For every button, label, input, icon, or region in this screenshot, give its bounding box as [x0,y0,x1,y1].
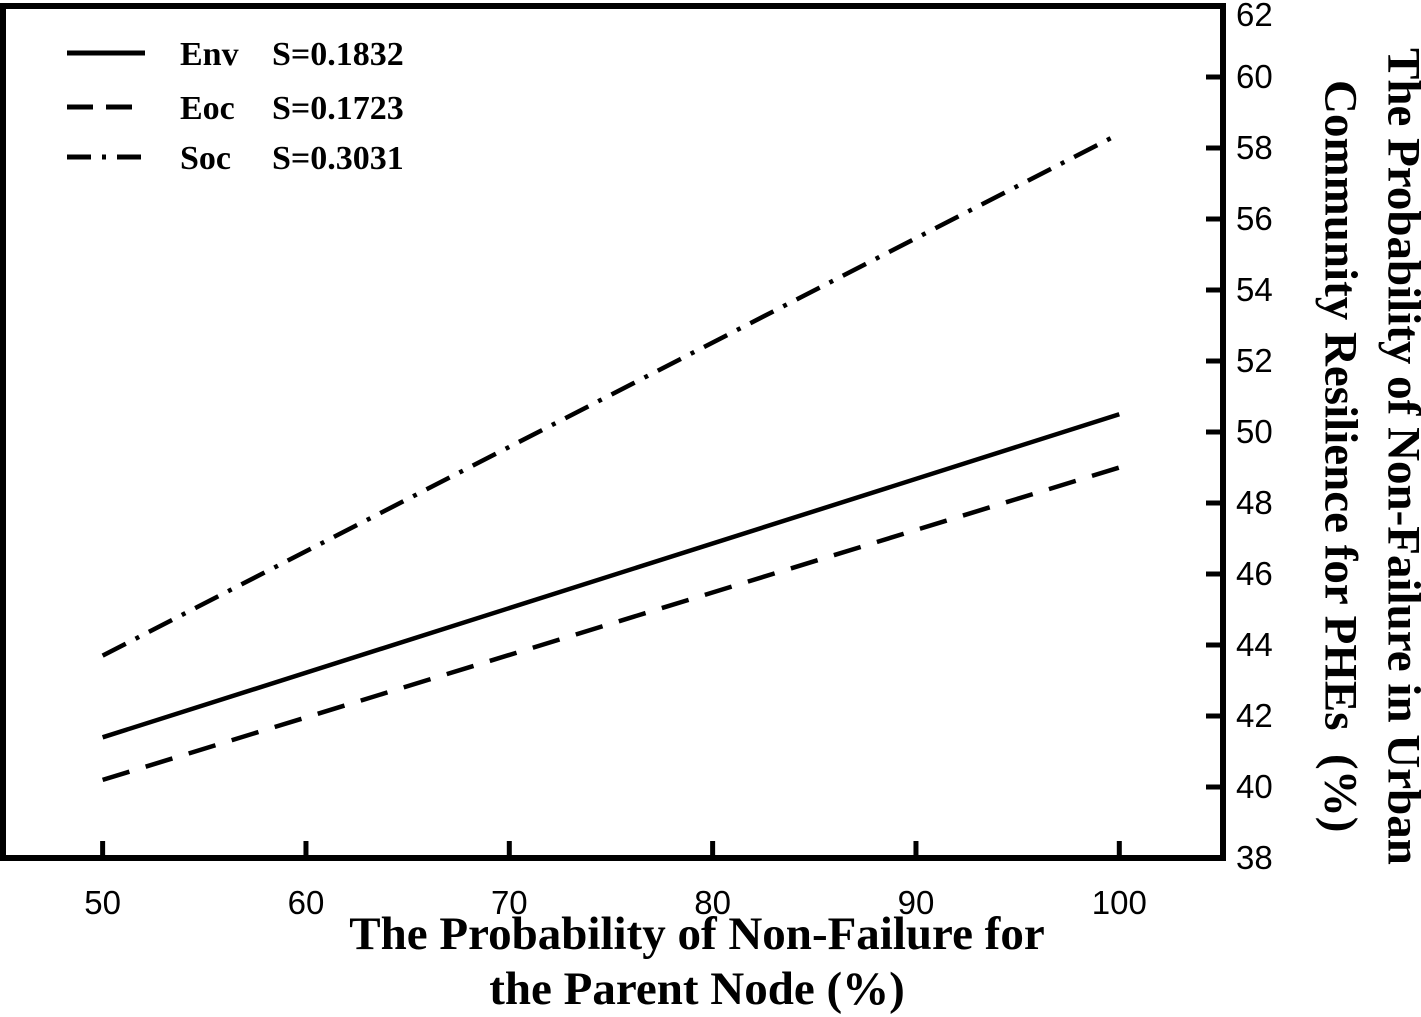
x-tick-label: 90 [898,884,935,921]
y-tick-label: 38 [1236,839,1273,876]
y-tick-label: 44 [1236,626,1273,663]
series-line-env [101,412,1120,740]
x-tick-label: 100 [1092,884,1147,921]
legend-label-soc: Soc [180,140,231,177]
y-tick-label: 48 [1236,484,1273,521]
y-tick-label: 56 [1236,200,1273,237]
legend-s-value-eoc: S=0.1723 [272,90,404,127]
y-axis-title-line2: Community Resilience for PHEs (%) [1314,79,1367,833]
legend-s-value-soc: S=0.3031 [272,140,404,177]
y-tick-label: 60 [1236,58,1273,95]
y-tick-label: 54 [1236,271,1273,308]
y-tick-label: 46 [1236,555,1273,592]
series-line-soc [101,131,1121,658]
y-tick-label: 52 [1236,342,1273,379]
x-tick-label: 70 [491,884,528,921]
series-line-eoc [101,465,1120,783]
x-tick-label: 50 [84,884,121,921]
legend-label-eoc: Eoc [180,90,235,127]
legend-label-env: Env [180,36,239,73]
y-tick-label: 42 [1236,697,1273,734]
y-axis-title-line1: The Probability of Non-Failure in Urban [1377,47,1421,865]
y-tick-label: 50 [1236,413,1273,450]
y-tick-label: 40 [1236,768,1273,805]
x-tick-label: 60 [288,884,325,921]
x-axis-title-line1: The Probability of Non-Failure for [349,908,1045,960]
x-axis-title: The Probability of Non-Failure for the P… [0,907,1394,1017]
x-tick-label: 80 [694,884,731,921]
legend-s-value-env: S=0.1832 [272,36,404,73]
y-tick-label: 58 [1236,129,1273,166]
y-tick-label: 62 [1236,0,1273,33]
plot-frame [0,3,1226,861]
x-axis-title-line2: the Parent Node (%) [489,963,905,1015]
